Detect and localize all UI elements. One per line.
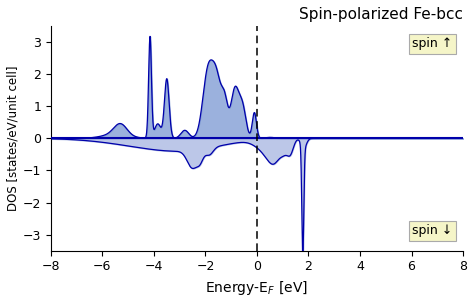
Text: spin ↓: spin ↓ — [412, 224, 453, 237]
Text: spin ↑: spin ↑ — [412, 37, 453, 50]
Text: Spin-polarized Fe-bcc: Spin-polarized Fe-bcc — [299, 7, 463, 22]
X-axis label: Energy-E$_F$ [eV]: Energy-E$_F$ [eV] — [206, 279, 309, 297]
Y-axis label: DOS [states/eV/unit cell]: DOS [states/eV/unit cell] — [7, 66, 20, 211]
